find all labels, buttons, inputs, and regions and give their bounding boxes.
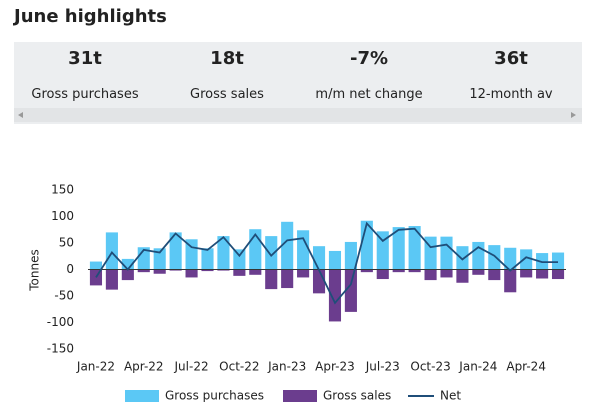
highlight-label: m/m net change (315, 87, 423, 102)
bar (169, 232, 182, 270)
bar (233, 269, 246, 276)
bar (376, 231, 389, 270)
bar (488, 245, 501, 270)
bar (472, 241, 485, 270)
bar (297, 269, 310, 278)
bar (201, 269, 214, 272)
x-tick-label: Oct-22 (219, 360, 259, 374)
bar (281, 221, 294, 270)
bar (312, 269, 326, 294)
bar (440, 269, 453, 278)
y-tick-label: 0 (66, 262, 74, 276)
x-tick-label: Jan-23 (267, 360, 306, 374)
bar (265, 236, 278, 270)
bar (504, 247, 517, 270)
bar (137, 269, 150, 273)
scroll-left[interactable] (18, 112, 23, 118)
bar (249, 269, 262, 275)
bar (408, 226, 421, 270)
bar (217, 236, 230, 270)
bar (440, 236, 453, 270)
bar (169, 269, 182, 271)
scroll-arrows (18, 112, 576, 118)
x-tick-label: Jan-24 (458, 360, 497, 374)
highlight-value: 36t (494, 48, 528, 69)
legend-label: Gross purchases (165, 389, 264, 403)
y-tick-label: 50 (59, 236, 74, 250)
bar (472, 269, 485, 275)
y-axis-label: Tonnes (28, 249, 42, 291)
bar (105, 269, 118, 290)
bar (121, 269, 134, 281)
bar (281, 269, 294, 289)
legend-label: Net (440, 389, 461, 403)
bar (456, 269, 469, 283)
x-tick-label: Apr-23 (315, 360, 355, 374)
bar (297, 230, 310, 270)
y-tick-label: -150 (47, 342, 74, 356)
bar (153, 269, 166, 274)
bar (392, 227, 405, 270)
bar (360, 269, 373, 273)
bar (153, 248, 166, 270)
bar (328, 250, 342, 270)
bar (504, 269, 517, 293)
y-tick-label: 100 (51, 209, 74, 223)
x-tick-label: Jul-22 (174, 360, 209, 374)
bar (105, 232, 118, 270)
bar (392, 269, 405, 273)
net-line (95, 221, 558, 305)
legend-label: Gross sales (323, 389, 391, 403)
chart: Tonnes -150 -100 -50 0 50 100 150 Jan-22 Apr-22 J… (28, 183, 566, 403)
x-tick-label: Jan-22 (76, 360, 115, 374)
bar (408, 269, 421, 273)
page-title: June highlights (14, 6, 167, 27)
bar (344, 269, 357, 312)
highlight-label: Gross purchases (31, 87, 139, 102)
highlight-value: 31t (68, 48, 102, 69)
highlight-label: Gross sales (190, 87, 264, 102)
x-tick-label: Apr-22 (124, 360, 164, 374)
bar (121, 258, 134, 270)
bar (233, 249, 246, 270)
bar (344, 241, 357, 270)
bar (312, 246, 326, 270)
y-tick-label: -100 (47, 315, 74, 329)
legend-swatch (125, 390, 159, 402)
bar (520, 269, 533, 278)
bar (551, 269, 565, 280)
bar (488, 269, 501, 281)
bar (217, 269, 230, 271)
bar (456, 246, 469, 270)
legend-swatch (283, 390, 317, 402)
x-tick-label: Jul-23 (365, 360, 400, 374)
highlight-value: -7% (349, 48, 389, 69)
highlight-label: 12-month av (469, 87, 553, 102)
y-tick-label: 150 (51, 183, 74, 197)
bar (185, 269, 198, 278)
bar (89, 261, 103, 270)
scroll-right[interactable] (571, 112, 576, 118)
bar (551, 252, 565, 270)
y-tick-label: -50 (54, 289, 74, 303)
bar (536, 269, 549, 279)
x-tick-label: Apr-24 (506, 360, 546, 374)
bar (520, 249, 533, 270)
scrollbar[interactable] (14, 108, 582, 122)
highlight-value: 18t (210, 48, 244, 69)
bar (376, 269, 389, 280)
bar (328, 269, 342, 322)
bar (201, 248, 214, 270)
bar (424, 269, 437, 281)
x-tick-label: Oct-23 (410, 360, 450, 374)
bar (265, 269, 278, 290)
highlights-panel: 31t Gross purchases 18t Gross sales -7% m/m… (14, 42, 582, 124)
